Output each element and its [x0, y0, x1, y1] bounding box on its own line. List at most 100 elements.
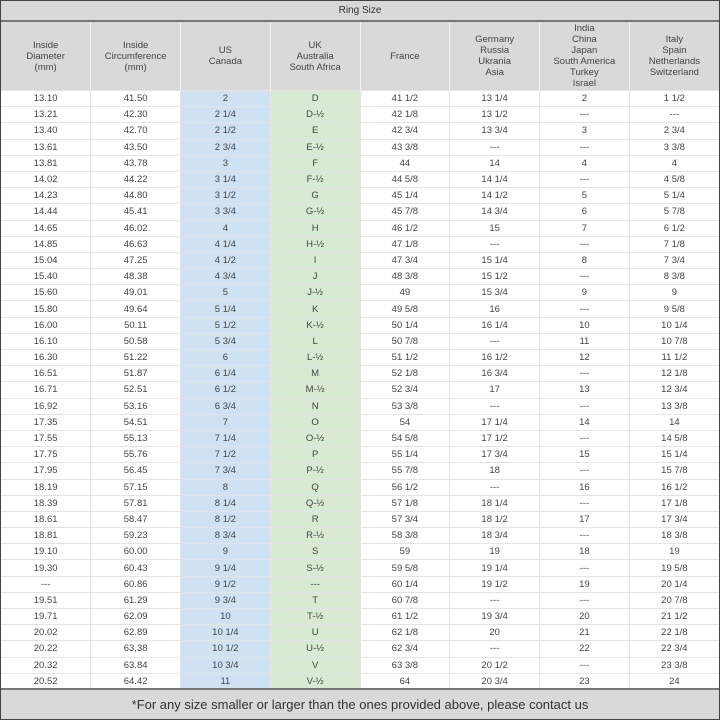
- column-header-inside-diameter: Inside Diameter (mm): [1, 22, 91, 91]
- cell-italy-spain: 22 3/4: [628, 640, 719, 658]
- cell-germany-russia: 14: [449, 154, 540, 172]
- cell-france: 57 3/4: [359, 510, 450, 528]
- cell-germany-russia: ---: [449, 640, 540, 658]
- table-row: 20.52 64.42 11 V-½ 64 20 3/4 23 24: [1, 672, 719, 689]
- cell-france: 62 1/8: [359, 624, 450, 641]
- cell-italy-spain: 9 5/8: [628, 300, 719, 318]
- cell-france: 45 1/4: [359, 187, 450, 204]
- cell-us-canada: 8 3/4: [180, 527, 271, 544]
- cell-inside-circumference: 63,38: [90, 640, 181, 658]
- cell-inside-circumference: 60.43: [90, 559, 181, 577]
- cell-uk-australia: F-½: [269, 170, 360, 188]
- cell-italy-spain: 14: [628, 413, 719, 431]
- cell-us-canada: 2: [180, 89, 271, 107]
- cell-italy-spain: 5 1/4: [628, 187, 719, 204]
- cell-france: 46 1/2: [359, 219, 450, 237]
- cell-us-canada: 2 1/4: [180, 106, 271, 123]
- cell-inside-diameter: 15.04: [1, 251, 91, 269]
- cell-france: 63 3/8: [359, 656, 450, 674]
- cell-italy-spain: 16 1/2: [628, 478, 719, 496]
- cell-us-canada: 10 1/4: [180, 624, 271, 641]
- cell-germany-russia: 18 3/4: [449, 527, 540, 544]
- cell-germany-russia: 16 1/4: [449, 316, 540, 334]
- table-row: 19.10 60.00 9 S 59 19 18 19: [1, 543, 719, 560]
- cell-france: 62 3/4: [359, 640, 450, 658]
- cell-germany-russia: ---: [449, 332, 540, 350]
- cell-italy-spain: 8 3/8: [628, 268, 719, 285]
- header-line: Netherlands: [648, 56, 700, 67]
- cell-italy-spain: 17 1/8: [628, 494, 719, 512]
- cell-inside-diameter: 13.10: [1, 89, 91, 107]
- cell-india-china: ---: [539, 494, 630, 512]
- cell-italy-spain: 5 7/8: [628, 203, 719, 220]
- cell-uk-australia: G-½: [269, 203, 360, 220]
- cell-germany-russia: ---: [449, 591, 540, 609]
- cell-us-canada: 2 1/2: [180, 122, 271, 140]
- cell-uk-australia: R: [269, 510, 360, 528]
- cell-us-canada: 6 1/4: [180, 365, 271, 382]
- cell-india-china: ---: [539, 170, 630, 188]
- cell-germany-russia: 14 1/2: [449, 187, 540, 204]
- cell-india-china: 2: [539, 89, 630, 107]
- cell-india-china: ---: [539, 591, 630, 609]
- cell-uk-australia: I: [269, 251, 360, 269]
- cell-italy-spain: 15 1/4: [628, 446, 719, 463]
- cell-france: 59 5/8: [359, 559, 450, 577]
- header-line: Italy: [665, 34, 684, 45]
- cell-germany-russia: 19: [449, 543, 540, 560]
- cell-uk-australia: Q: [269, 478, 360, 496]
- cell-germany-russia: 14 1/4: [449, 170, 540, 188]
- cell-italy-spain: 18 3/8: [628, 527, 719, 544]
- cell-germany-russia: 17 1/2: [449, 429, 540, 447]
- cell-india-china: ---: [539, 138, 630, 156]
- header-line: Turkey: [570, 67, 599, 78]
- cell-italy-spain: 4: [628, 154, 719, 172]
- header-line: (mm): [34, 61, 57, 73]
- cell-india-china: ---: [539, 656, 630, 674]
- cell-uk-australia: K: [269, 300, 360, 318]
- cell-inside-diameter: 18.81: [1, 527, 91, 544]
- cell-india-china: 17: [539, 510, 630, 528]
- cell-india-china: 14: [539, 413, 630, 431]
- column-header-inside-circumference: Inside Circumference (mm): [90, 22, 181, 91]
- cell-france: 54: [359, 413, 450, 431]
- cell-india-china: ---: [539, 235, 630, 253]
- cell-us-canada: 7 3/4: [180, 462, 271, 479]
- cell-us-canada: 4: [180, 219, 271, 237]
- cell-germany-russia: 17 3/4: [449, 446, 540, 463]
- cell-inside-circumference: 60.00: [90, 543, 181, 560]
- cell-us-canada: 6 1/2: [180, 381, 271, 399]
- cell-india-china: 3: [539, 122, 630, 140]
- cell-india-china: 11: [539, 332, 630, 350]
- cell-india-china: ---: [539, 429, 630, 447]
- cell-inside-diameter: 19.30: [1, 559, 91, 577]
- cell-uk-australia: U: [269, 624, 360, 641]
- table-row: 19.51 61.29 9 3/4 T 60 7/8 --- --- 20 7/8: [1, 591, 719, 609]
- table-row: 13.81 43.78 3 F 44 14 4 4: [1, 154, 719, 172]
- cell-india-china: 9: [539, 284, 630, 301]
- cell-us-canada: 3: [180, 154, 271, 172]
- cell-germany-russia: 20: [449, 624, 540, 641]
- cell-germany-russia: ---: [449, 397, 540, 415]
- table-row: 14.23 44.80 3 1/2 G 45 1/4 14 1/2 5 5 1/4: [1, 187, 719, 204]
- cell-germany-russia: 18: [449, 462, 540, 479]
- cell-uk-australia: N: [269, 397, 360, 415]
- cell-italy-spain: 7 1/8: [628, 235, 719, 253]
- cell-inside-diameter: 18.61: [1, 510, 91, 528]
- table-row: 13.10 41.50 2 D 41 1/2 13 1/4 2 1 1/2: [1, 89, 719, 107]
- header-line: Asia: [485, 67, 504, 78]
- table-row: 16.71 52.51 6 1/2 M-½ 52 3/4 17 13 12 3/4: [1, 381, 719, 399]
- header-line: Canada: [208, 56, 243, 67]
- cell-inside-circumference: 53.16: [90, 397, 181, 415]
- cell-germany-russia: 17 1/4: [449, 413, 540, 431]
- cell-inside-circumference: 60.86: [90, 575, 181, 593]
- table-row: --- 60.86 9 1/2 --- 60 1/4 19 1/2 19 20 1/4: [1, 575, 719, 593]
- table-row: 17.35 54.51 7 O 54 17 1/4 14 14: [1, 413, 719, 431]
- table-row: 18.61 58.47 8 1/2 R 57 3/4 18 1/2 17 17 3/4: [1, 510, 719, 528]
- cell-inside-diameter: 20.32: [1, 656, 91, 674]
- cell-uk-australia: E-½: [269, 138, 360, 156]
- cell-india-china: 13: [539, 381, 630, 399]
- cell-italy-spain: 19: [628, 543, 719, 560]
- cell-uk-australia: P-½: [269, 462, 360, 479]
- table-row: 16.30 51.22 6 L-½ 51 1/2 16 1/2 12 11 1/2: [1, 348, 719, 366]
